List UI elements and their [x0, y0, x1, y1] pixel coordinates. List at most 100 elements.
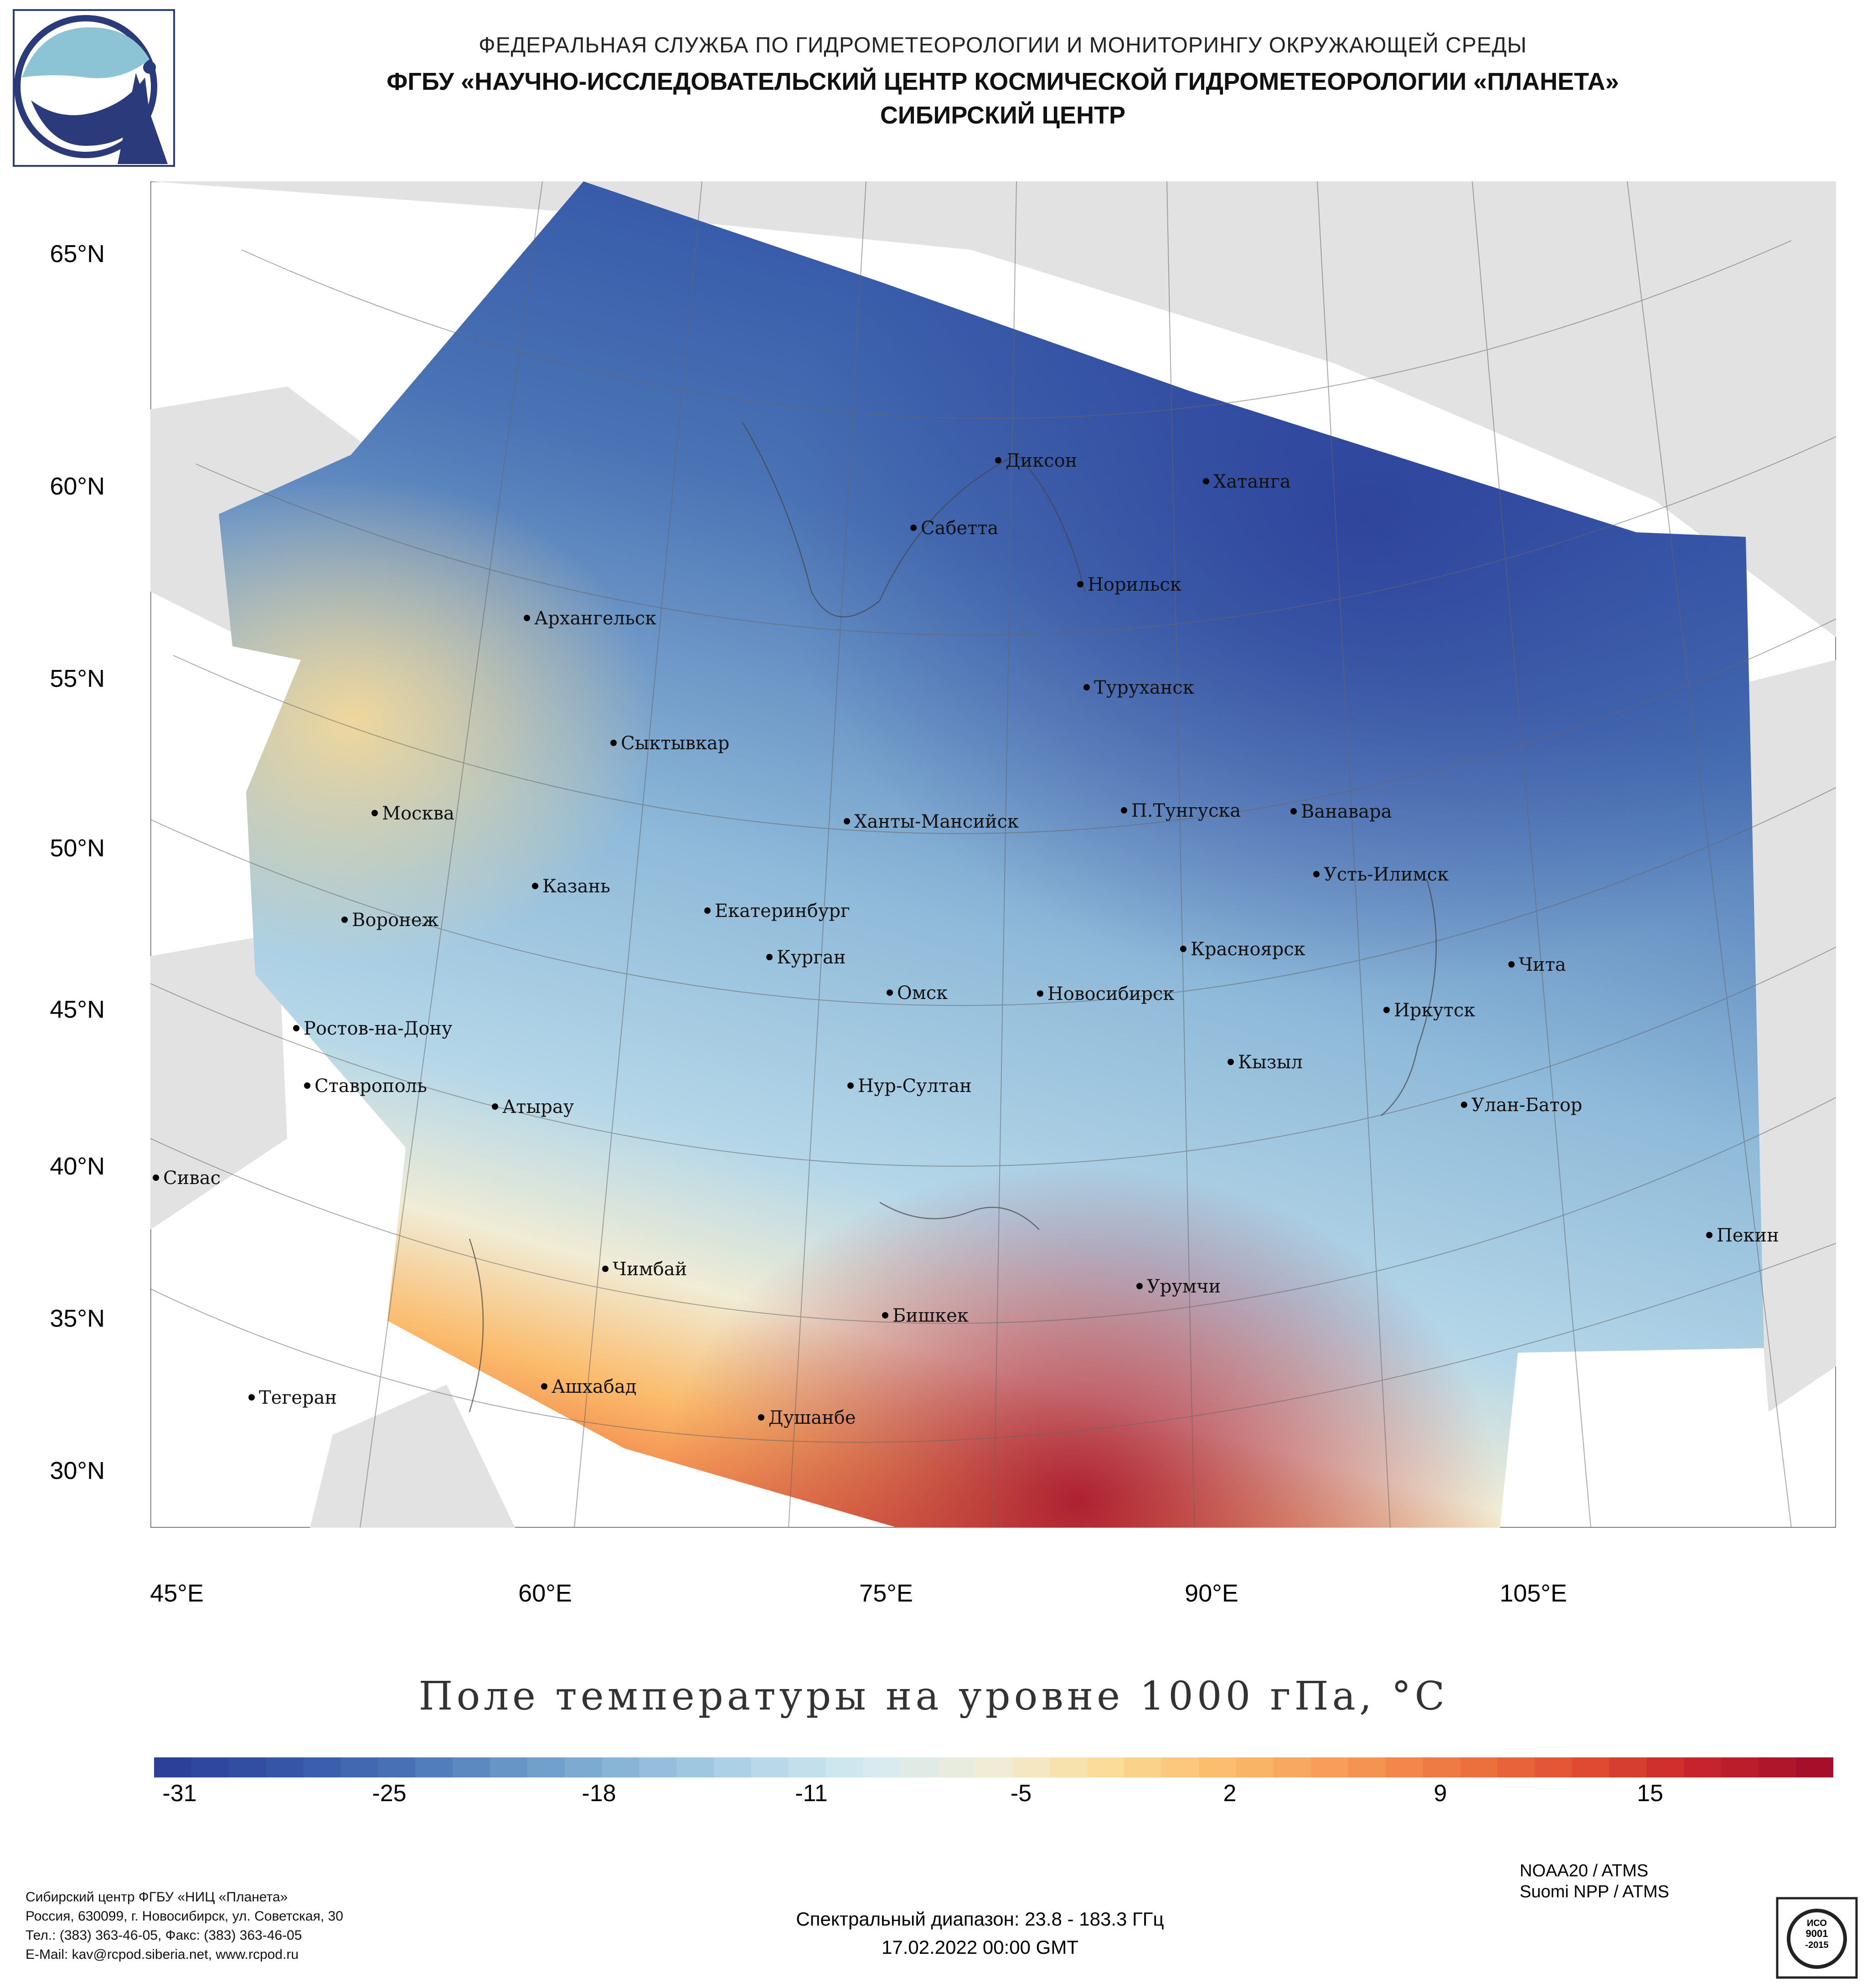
lon-label-90: 90°E — [1185, 1580, 1238, 1607]
colorbar-tick: 2 — [1223, 1780, 1237, 1807]
footer-info: Спектральный диапазон: 23.8 - 183.3 ГГц … — [684, 1905, 1276, 1962]
city-label: Нур-Султан — [858, 1076, 972, 1097]
lat-label-45: 45°N — [50, 996, 105, 1023]
header-center: ФГБУ «НАУЧНО-ИССЛЕДОВАТЕЛЬСКИЙ ЦЕНТР КОС… — [387, 68, 1619, 95]
colorbar-tick: -18 — [582, 1780, 616, 1807]
colorbar-segment — [1423, 1757, 1461, 1777]
colorbar-segment — [1721, 1757, 1759, 1777]
city-marker — [995, 457, 1001, 464]
city-marker — [1077, 581, 1083, 587]
colorbar-segment — [1796, 1757, 1833, 1777]
city-label: Сыктывкар — [621, 733, 729, 754]
colorbar-segment — [154, 1757, 192, 1777]
city-label: Архангельск — [534, 608, 656, 629]
city-marker — [887, 989, 893, 996]
city-marker — [248, 1394, 255, 1401]
colorbar-segment — [1460, 1757, 1498, 1777]
svg-text:-2015: -2015 — [1805, 1940, 1828, 1950]
footer-org: Сибирский центр ФГБУ «НИЦ «Планета» — [26, 1890, 288, 1905]
city-marker — [1037, 990, 1043, 997]
city-label: Тегеран — [259, 1387, 337, 1408]
colorbar-segment — [415, 1757, 453, 1777]
city-marker — [304, 1082, 310, 1089]
city-marker — [882, 1312, 888, 1318]
satellite-info: NOAA20 / ATMS Suomi NPP / ATMS — [1520, 1860, 1669, 1902]
city-label: Туруханск — [1094, 677, 1194, 698]
svg-text:ИСО: ИСО — [1807, 1918, 1827, 1928]
header-agency: ФЕДЕРАЛЬНАЯ СЛУЖБА ПО ГИДРОМЕТЕОРОЛОГИИ … — [479, 33, 1527, 57]
city-marker — [1290, 808, 1297, 814]
city-marker — [847, 1082, 854, 1089]
colorbar-segment — [1348, 1757, 1386, 1777]
city-label: Казань — [542, 876, 610, 897]
colorbar-segment — [1684, 1757, 1722, 1777]
header-siberian: СИБИРСКИЙ ЦЕНТР — [880, 102, 1126, 129]
lon-label-45: 45°E — [150, 1580, 204, 1607]
city-marker — [1706, 1232, 1712, 1238]
footer-address: Россия, 630099, г. Новосибирск, ул. Сове… — [26, 1909, 343, 1924]
colorbar-segment — [1609, 1757, 1647, 1777]
city-marker — [1383, 1007, 1390, 1013]
city-label: Ростов-на-Дону — [304, 1018, 453, 1039]
city-label: Екатеринбург — [715, 901, 850, 922]
city-label: Сабетта — [921, 518, 998, 539]
city-marker — [1508, 961, 1515, 968]
city-label: П.Тунгуска — [1131, 800, 1241, 821]
lat-label-50: 50°N — [50, 834, 105, 862]
city-label: Курган — [777, 947, 846, 968]
colorbar-segment — [1087, 1757, 1125, 1777]
colorbar-segment — [602, 1757, 640, 1777]
city-label: Омск — [897, 983, 948, 1004]
colorbar-segment — [1199, 1757, 1237, 1777]
city-marker — [602, 1266, 609, 1272]
colorbar-segment — [303, 1757, 341, 1777]
lat-label-55: 55°N — [50, 665, 105, 692]
city-marker — [371, 810, 378, 816]
colorbar-segment — [1012, 1757, 1050, 1777]
lat-label-60: 60°N — [50, 473, 105, 500]
colorbar-segment — [1310, 1757, 1349, 1777]
colorbar-segment — [714, 1757, 752, 1777]
colorbar-segment — [191, 1757, 229, 1777]
city-label: Улан-Батор — [1471, 1095, 1582, 1116]
city-marker — [1083, 684, 1090, 690]
city-label: Ванавара — [1301, 801, 1392, 822]
city-label: Красноярск — [1191, 939, 1305, 960]
colorbar-segment — [975, 1757, 1013, 1777]
observation-datetime: 17.02.2022 00:00 GMT — [882, 1936, 1078, 1958]
colorbar-tick: -31 — [162, 1780, 197, 1807]
colorbar-segment — [938, 1757, 976, 1777]
colorbar-segment — [825, 1757, 864, 1777]
city-label: Душанбе — [768, 1407, 856, 1428]
lat-label-30: 30°N — [50, 1457, 105, 1484]
city-label: Москва — [382, 803, 454, 824]
city-label: Усть-Илимск — [1324, 864, 1449, 885]
city-marker — [492, 1103, 498, 1110]
lat-label-40: 40°N — [50, 1153, 105, 1180]
city-marker — [704, 907, 711, 914]
colorbar-segment — [228, 1757, 267, 1777]
planeta-logo — [13, 9, 175, 167]
colorbar-segment — [863, 1757, 901, 1777]
colorbar-segment — [639, 1757, 677, 1777]
colorbar-segment — [1497, 1757, 1536, 1777]
colorbar — [154, 1757, 1833, 1777]
city-marker — [1203, 478, 1209, 484]
city-marker — [610, 740, 617, 746]
temperature-map: Диксон Хатанга Сабетта Норильск Архангельск Т… — [150, 181, 1836, 1528]
colorbar-segment — [490, 1757, 528, 1777]
city-marker — [524, 615, 530, 621]
city-label: Хатанга — [1213, 471, 1291, 492]
colorbar-segment — [1124, 1757, 1162, 1777]
city-label: Воронеж — [352, 910, 438, 931]
colorbar-segment — [676, 1757, 714, 1777]
city-marker — [844, 818, 850, 824]
city-label: Иркутск — [1394, 1000, 1475, 1021]
city-marker — [1461, 1102, 1467, 1108]
city-marker — [1121, 807, 1127, 814]
satellite-2: Suomi NPP / ATMS — [1520, 1882, 1670, 1901]
city-label: Диксон — [1006, 450, 1077, 471]
city-label: Ашхабад — [552, 1376, 636, 1397]
colorbar-segment — [1161, 1757, 1200, 1777]
city-marker — [293, 1025, 299, 1031]
